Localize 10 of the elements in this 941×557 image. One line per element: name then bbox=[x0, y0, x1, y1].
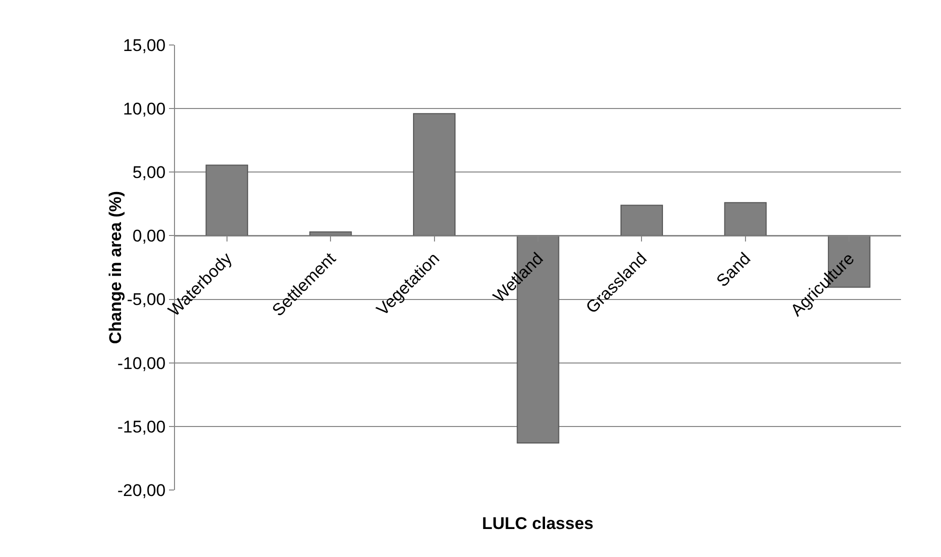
y-tick-label: -5,00 bbox=[126, 290, 166, 310]
y-tick-label: -10,00 bbox=[117, 354, 166, 373]
x-axis-title: LULC classes bbox=[482, 514, 594, 533]
y-tick-label: 10,00 bbox=[123, 100, 166, 119]
y-tick-label: -20,00 bbox=[117, 480, 166, 500]
y-tick-label: -15,00 bbox=[117, 417, 166, 436]
y-tick-label: 15,00 bbox=[123, 36, 166, 55]
y-tick-label: 0,00 bbox=[132, 226, 166, 246]
y-tick-label: 5,00 bbox=[132, 163, 166, 182]
y-axis-title: Change in area (%) bbox=[106, 190, 125, 344]
